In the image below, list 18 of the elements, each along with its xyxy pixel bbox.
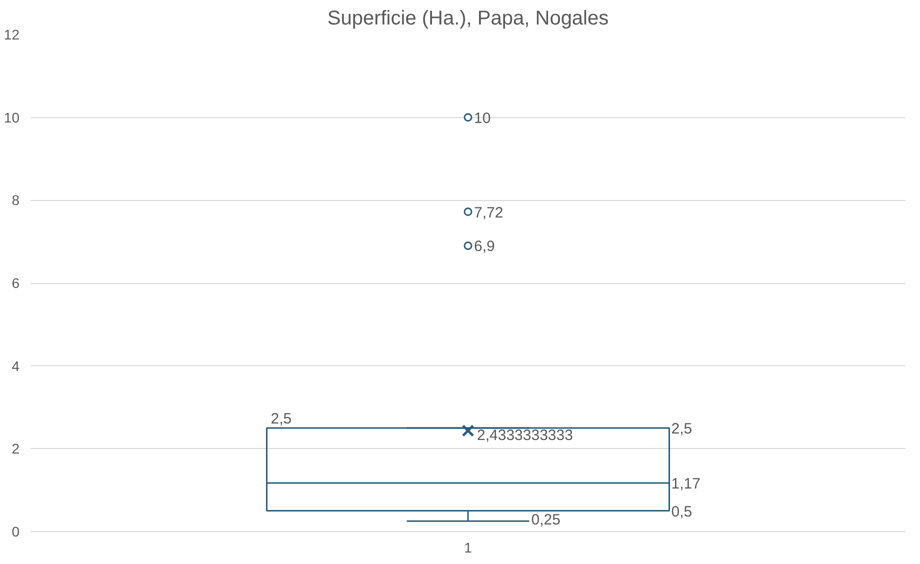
annotation: 1,17 (671, 476, 700, 493)
annotation: 7,72 (474, 204, 504, 222)
annotation: 6,9 (474, 238, 495, 256)
y-tick-label: 12 (4, 26, 20, 42)
annotation: 2,5 (671, 420, 692, 438)
annotation: 0,5 (671, 503, 692, 520)
y-tick-label: 4 (12, 358, 20, 374)
y-tick-label: 0 (12, 524, 20, 540)
annotation: 2,5 (270, 410, 292, 428)
chart-title: Superficie (Ha.), Papa, Nogales (327, 8, 609, 30)
annotation: 10 (474, 110, 491, 127)
y-tick-label: 10 (4, 109, 20, 126)
y-tick-label: 2 (12, 440, 20, 457)
y-tick-label: 8 (12, 192, 20, 208)
annotation: 0,25 (531, 512, 560, 529)
y-tick-label: 6 (12, 275, 20, 291)
annotation: 2,4333333333 (477, 427, 573, 444)
x-tick-label: 1 (464, 540, 472, 556)
